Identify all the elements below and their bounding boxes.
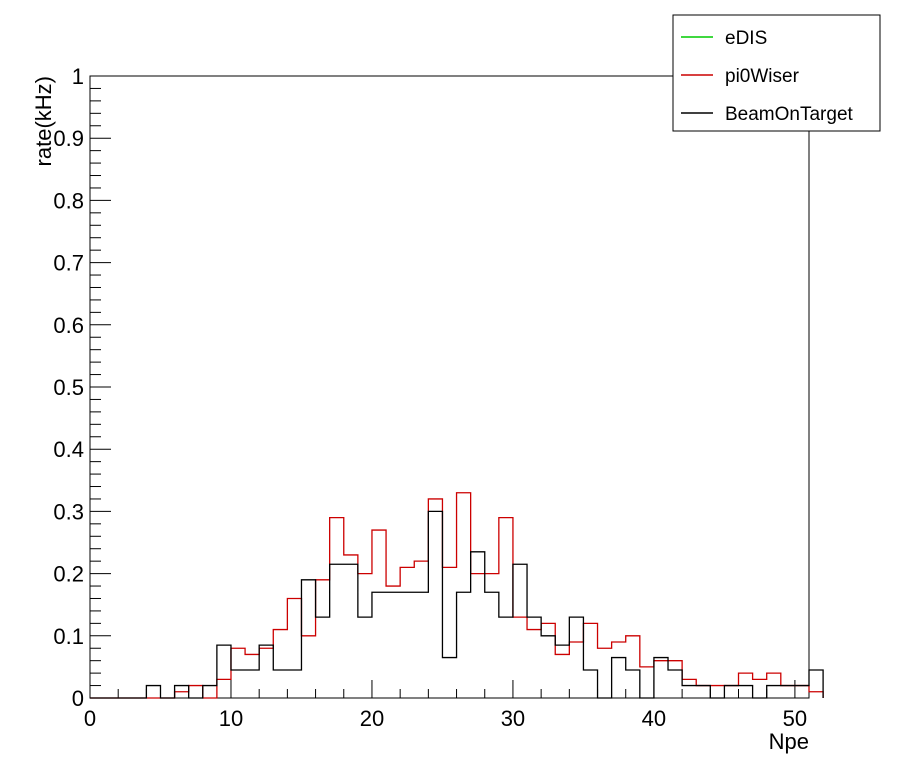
x-axis-title: Npe bbox=[769, 729, 809, 754]
y-tick-label: 0.1 bbox=[53, 624, 84, 649]
legend-label-beamontarget: BeamOnTarget bbox=[725, 104, 854, 125]
y-tick-label: 0.6 bbox=[53, 313, 84, 338]
x-tick-label: 10 bbox=[219, 706, 243, 731]
y-tick-label: 0 bbox=[72, 686, 84, 711]
plot-frame bbox=[89, 75, 810, 699]
x-tick-label: 0 bbox=[84, 706, 96, 731]
legend-box bbox=[672, 14, 881, 132]
y-tick-label: 0.4 bbox=[53, 437, 84, 462]
legend-label-pi0wiser: pi0Wiser bbox=[725, 66, 800, 87]
x-tick-label: 50 bbox=[783, 706, 807, 731]
x-tick-labels: 0 10 20 30 40 50 bbox=[84, 706, 807, 731]
y-tick-label: 0.5 bbox=[53, 375, 84, 400]
series-layer bbox=[90, 492, 824, 699]
y-tick-label: 0.8 bbox=[53, 188, 84, 213]
y-axis-title: rate(kHz) bbox=[31, 76, 56, 166]
x-tick-label: 40 bbox=[642, 706, 666, 731]
series-pi0wiser bbox=[90, 492, 824, 699]
y-tick-label: 0.3 bbox=[53, 499, 84, 524]
x-tick-label: 20 bbox=[360, 706, 384, 731]
series-beamontarget bbox=[90, 510, 824, 699]
legend-label-edis: eDIS bbox=[725, 28, 767, 49]
y-tick-label: 0.7 bbox=[53, 251, 84, 276]
x-tick-label: 30 bbox=[501, 706, 525, 731]
y-tick-label: 0.9 bbox=[53, 126, 84, 151]
legend: eDIS pi0Wiser BeamOnTarget bbox=[672, 14, 881, 132]
y-tick-labels: 0 0.1 0.2 0.3 0.4 0.5 0.6 0.7 0.8 0.9 1 bbox=[53, 64, 84, 711]
y-tick-label: 1 bbox=[72, 64, 84, 89]
minor-ticks bbox=[90, 87, 768, 698]
y-tick-label: 0.2 bbox=[53, 562, 84, 587]
